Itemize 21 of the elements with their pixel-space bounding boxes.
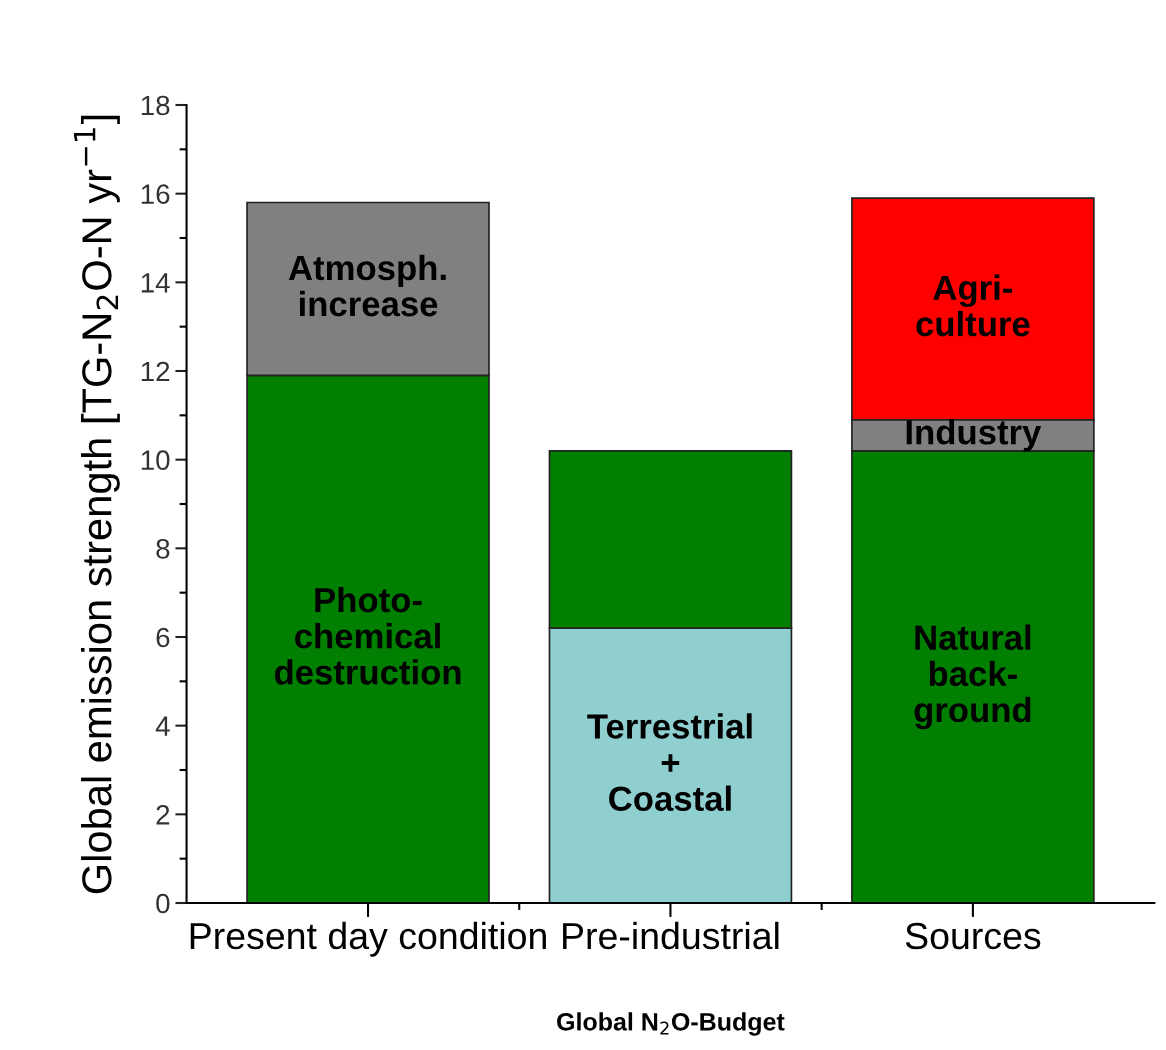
y-tick-label: 6 [156, 627, 170, 648]
y-tick-label: 18 [141, 95, 170, 116]
x-tick-label: Sources [905, 922, 1041, 950]
x-tick-label: Pre-industrial [563, 921, 779, 950]
series-label: Photo- chemical destruction [274, 586, 461, 685]
x-tick-label: Present day condition [190, 921, 546, 957]
y-axis-title: Global emission strength [TG-N$_{2}$O-N yr$^{−1}$] [74, 115, 120, 894]
y-tick-label: 0 [156, 893, 170, 914]
y-tick-label: 12 [141, 361, 170, 382]
y-tick-label: 8 [156, 539, 170, 559]
y-tick-label: 16 [141, 184, 170, 205]
y-tick-label: 14 [141, 273, 170, 293]
y-tick-label: 4 [155, 716, 170, 736]
series-label: Agri- culture [916, 274, 1030, 337]
series-label: Industry [906, 419, 1042, 452]
series-label: Atmosph. increase [288, 254, 446, 317]
x-axis-title: Global N$_{2}$O-Budget [557, 1012, 785, 1036]
series-label: Terrestrial + Coastal [587, 713, 752, 812]
y-tick-label: 10 [141, 450, 170, 471]
series-label: Natural back- ground [914, 624, 1031, 730]
y-tick-label: 2 [156, 805, 170, 825]
